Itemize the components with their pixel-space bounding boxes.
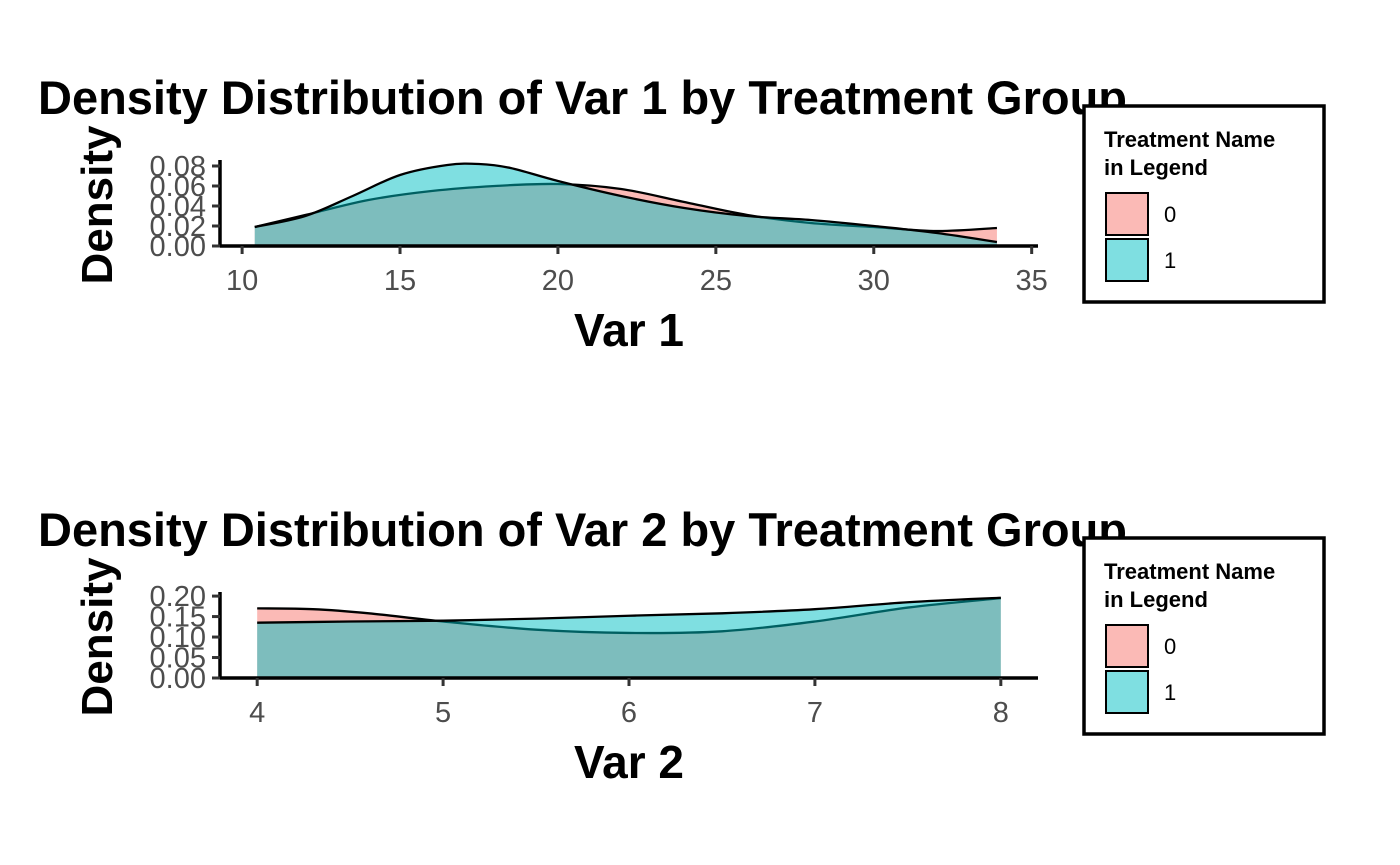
legend-title: in Legend xyxy=(1104,587,1208,612)
legend-title: Treatment Name xyxy=(1104,559,1275,584)
y-tick-label: 0.05 xyxy=(150,643,206,675)
x-tick-label: 20 xyxy=(542,265,574,297)
x-tick-label: 15 xyxy=(384,265,416,297)
y-tick-label: 0.02 xyxy=(150,211,206,243)
legend-title: Treatment Name xyxy=(1104,127,1275,152)
legend-title: in Legend xyxy=(1104,155,1208,180)
x-tick-label: 7 xyxy=(807,697,823,729)
legend: Treatment Name in Legend 0 1 xyxy=(1082,536,1326,736)
x-tick-label: 10 xyxy=(226,265,258,297)
y-axis-label: Density xyxy=(73,557,122,716)
legend-label-0: 0 xyxy=(1164,202,1176,227)
y-tick-label: 0.15 xyxy=(150,602,206,634)
y-tick-label: 0.10 xyxy=(150,622,206,654)
x-tick-label: 4 xyxy=(249,697,265,729)
y-tick-label: 0.00 xyxy=(150,231,206,263)
chart-title: Density Distribution of Var 2 by Treatme… xyxy=(38,503,1127,556)
x-tick-label: 25 xyxy=(700,265,732,297)
density-curve-series-1 xyxy=(257,596,1001,624)
y-axis-label: Density xyxy=(73,125,122,284)
y-tick-label: 0.20 xyxy=(150,581,206,613)
legend-key-0 xyxy=(1105,624,1149,668)
y-tick-label: 0.00 xyxy=(150,663,206,695)
legend: Treatment Name in Legend 0 1 xyxy=(1082,104,1326,304)
chart-panel-var1: 0.00 0.02 0.04 0.06 0.08 10 15 20 25 30 35 Density … xyxy=(0,0,1400,432)
chart-title: Density Distribution of Var 1 by Treatme… xyxy=(38,71,1127,124)
x-tick-label: 8 xyxy=(993,697,1009,729)
x-axis-label: Var 2 xyxy=(574,736,684,788)
density-area-series-1 xyxy=(257,597,1001,678)
y-tick-label: 0.08 xyxy=(150,151,206,183)
legend-label-0: 0 xyxy=(1164,634,1176,659)
x-tick-label: 5 xyxy=(435,697,451,729)
legend-key-0 xyxy=(1105,192,1149,236)
density-chart-2: 0.000.050.100.150.20 4 5 6 7 8 Density Distrib… xyxy=(38,503,1326,788)
y-tick-label: 0.06 xyxy=(150,171,206,203)
x-tick-label: 6 xyxy=(621,697,637,729)
legend-label-1: 1 xyxy=(1164,680,1176,705)
x-tick-label: 30 xyxy=(858,265,890,297)
legend-key-1 xyxy=(1105,238,1149,282)
y-tick-label: 0.04 xyxy=(150,191,206,223)
legend-label-1: 1 xyxy=(1164,248,1176,273)
chart-panel-var2: 0.00 0.05 0.10 0.15 0.20 4 5 6 7 8 Density Distrib… xyxy=(0,432,1400,864)
x-tick-label: 35 xyxy=(1016,265,1048,297)
x-axis-label: Var 1 xyxy=(574,304,684,356)
density-area-series-1 xyxy=(254,163,997,246)
legend-key-1 xyxy=(1105,670,1149,714)
density-curve-series-1 xyxy=(254,162,998,244)
